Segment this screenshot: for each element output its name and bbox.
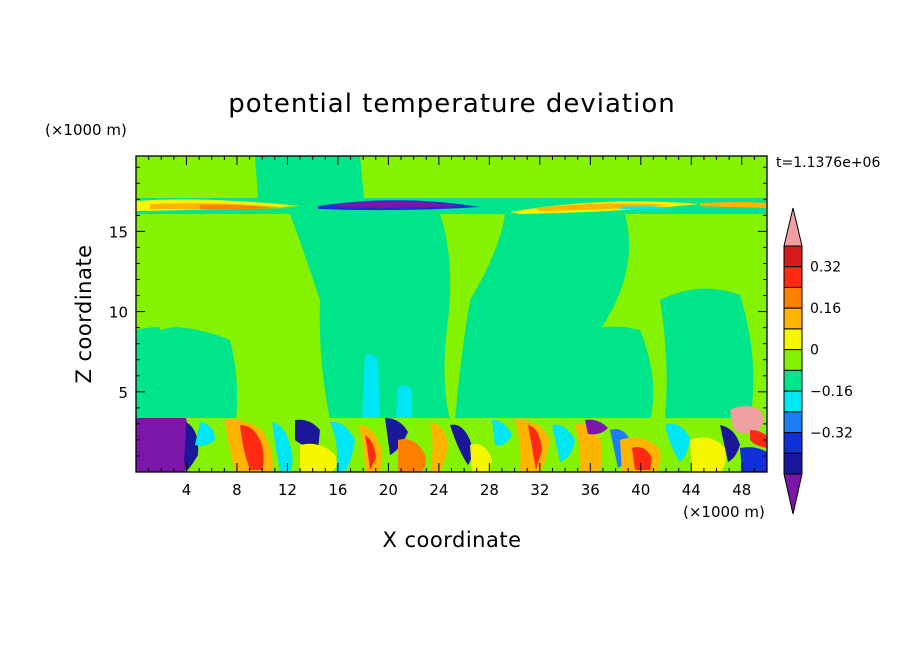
colorbar-label: 0 [810, 343, 819, 359]
field-patch [665, 423, 690, 462]
field-patch [335, 201, 465, 208]
x-unit-label: (×1000 m) [683, 503, 765, 521]
colorbar-arrow-bottom [783, 473, 803, 515]
colorbar-label: −0.32 [810, 426, 853, 442]
y-unit-label: (×1000 m) [45, 121, 127, 139]
field-patch [528, 425, 542, 470]
field-patch [136, 326, 238, 420]
x-tick-label: 36 [581, 481, 600, 499]
chart-title: potential temperature deviation [228, 89, 675, 119]
colorbar-box [783, 411, 803, 434]
x-tick-label: 4 [182, 481, 192, 499]
x-tick-label: 44 [682, 481, 701, 499]
colorbar-arrow-top [783, 207, 803, 247]
heatmap-field [136, 156, 767, 472]
colorbar-label: 0.32 [810, 260, 841, 276]
field-patch [575, 424, 603, 472]
field-patch [385, 418, 408, 455]
x-tick-label: 8 [232, 481, 242, 499]
field-patch [430, 422, 448, 472]
field-patch [730, 406, 764, 434]
field-patch [362, 354, 380, 420]
field-patch [272, 422, 293, 472]
field-patch [398, 439, 426, 472]
field-patch [200, 204, 275, 210]
colorbar: 0.32 0.16 0 −0.16 −0.32 [783, 207, 853, 515]
field-patch [632, 447, 652, 470]
field-patch [535, 203, 670, 211]
field-patch [255, 156, 364, 198]
field-patch [295, 419, 320, 450]
x-tick-label: 48 [732, 481, 751, 499]
field-patch [470, 444, 492, 472]
field-patch [136, 418, 189, 472]
field-patch [155, 220, 250, 330]
field-patch [195, 422, 215, 446]
field-patch [720, 425, 740, 462]
field-patch [700, 202, 767, 208]
field-patch [585, 419, 608, 435]
y-tick-label: 5 [118, 384, 128, 402]
y-tick-label: 15 [109, 223, 128, 241]
x-tick-label: 16 [328, 481, 347, 499]
x-tick-label: 40 [631, 481, 650, 499]
field-patch [660, 288, 754, 420]
field-patch [620, 206, 675, 210]
field-patch [740, 447, 767, 472]
field-band-upper [136, 156, 767, 201]
x-tick-label: 20 [379, 481, 398, 499]
field-patch [450, 424, 473, 465]
field-patch [560, 326, 654, 420]
colorbar-box [783, 328, 803, 351]
colorbar-label: −0.16 [810, 384, 853, 400]
field-patch [365, 435, 376, 470]
x-tick-label: 24 [429, 481, 448, 499]
field-patch [240, 425, 264, 470]
field-patch [750, 430, 767, 448]
x-tick-label: 32 [530, 481, 549, 499]
field-patch [690, 437, 726, 472]
x-tick-label: 12 [278, 481, 297, 499]
colorbar-box [783, 390, 803, 413]
colorbar-box [783, 245, 803, 268]
colorbar-box [783, 349, 803, 371]
colorbar-label: 0.16 [810, 301, 841, 317]
y-tick-label: 10 [109, 304, 128, 322]
field-patch [184, 422, 199, 472]
colorbar-box [783, 266, 803, 288]
colorbar-box [783, 307, 803, 330]
field-patch [300, 443, 337, 472]
colorbar-box [783, 286, 803, 309]
field-patch [396, 385, 412, 420]
colorbar-box [783, 369, 803, 392]
x-axis-label: X coordinate [382, 528, 521, 552]
field-patch [492, 420, 512, 446]
colorbar-box [783, 432, 803, 454]
field-patch [552, 424, 575, 462]
y-axis-label: Z coordinate [72, 244, 96, 383]
field-patch [290, 214, 451, 420]
field-patch [330, 421, 355, 472]
colorbar-box [783, 452, 803, 475]
time-label: t=1.1376e+06 [776, 155, 880, 171]
x-tick-label: 28 [480, 481, 499, 499]
